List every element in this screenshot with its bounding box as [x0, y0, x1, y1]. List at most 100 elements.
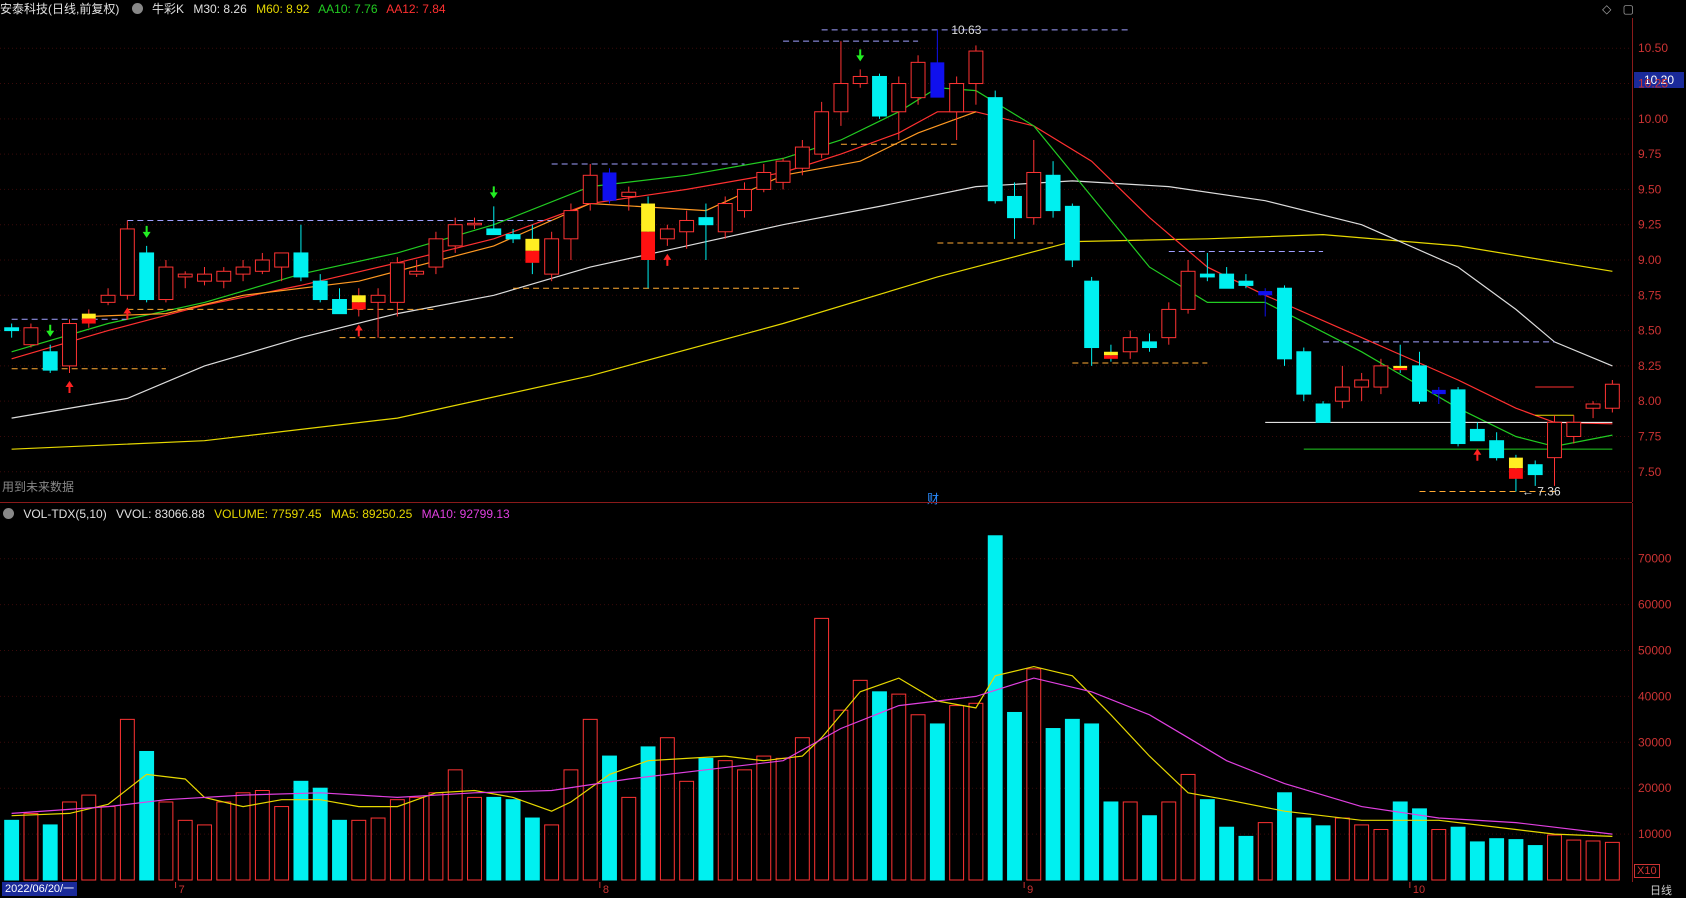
volume-tick-label: 70000	[1638, 552, 1672, 566]
volume-bar	[62, 801, 77, 881]
low-price-annotation: ← 7.36	[1522, 485, 1561, 499]
candle-body-yellow	[351, 295, 366, 303]
candle-body	[1296, 351, 1312, 395]
candle-body	[274, 252, 290, 268]
window-icon[interactable]: ▢	[1622, 2, 1634, 16]
volume-tick-label: 50000	[1638, 644, 1672, 658]
volume-bar	[1161, 801, 1177, 881]
candle-body	[467, 222, 482, 226]
stock-name-label[interactable]: 安泰科技(日线,前复权)	[0, 2, 120, 16]
candle-body	[1604, 383, 1620, 409]
volume-bar	[929, 723, 945, 881]
volume-bar	[891, 693, 907, 881]
candle-body	[1219, 273, 1235, 289]
candle-body	[1450, 389, 1466, 445]
candle-body	[447, 224, 463, 247]
price-panel-header: 安泰科技(日线,前复权) 牛彩K M30: 8.26 M60: 8.92 AA1…	[0, 0, 452, 18]
volume-bar	[968, 702, 984, 881]
orange-ma-line	[88, 111, 977, 318]
volume-tick-label: 10000	[1638, 827, 1672, 841]
price-tick-label: 7.75	[1638, 429, 1662, 443]
volume-bar	[640, 746, 656, 881]
volume-indicator-name[interactable]: VOL-TDX(5,10)	[23, 507, 107, 521]
candle-body	[139, 252, 155, 301]
volume-bar	[524, 817, 540, 881]
candle-body	[1026, 171, 1042, 219]
candle-body	[1469, 428, 1485, 442]
volume-bar	[1277, 792, 1292, 881]
volume-bar	[81, 794, 97, 881]
candle-body	[1489, 440, 1505, 459]
period-label[interactable]: 日线	[1650, 885, 1672, 897]
candle-body	[1142, 341, 1157, 349]
volume-bar	[1315, 825, 1331, 881]
candle-body	[409, 270, 425, 275]
candle-body-yellow	[1393, 365, 1408, 368]
volume-bar	[1142, 815, 1157, 881]
price-axis-border	[1632, 18, 1633, 502]
volume-bar	[987, 535, 1003, 881]
volume-bar	[1199, 799, 1215, 881]
price-tick-label: 7.50	[1638, 465, 1662, 479]
volume-bar	[409, 796, 425, 881]
price-tick-label: 10.00	[1638, 112, 1668, 126]
candle-body-yellow	[525, 238, 540, 251]
volume-ma5-line	[11, 665, 1613, 837]
candle-body	[1354, 379, 1370, 388]
price-tick-label: 9.75	[1638, 147, 1662, 161]
candle-body	[852, 75, 868, 85]
candle-body	[814, 111, 830, 155]
candle-body	[1334, 386, 1350, 402]
candle-body	[1547, 421, 1562, 459]
volume-bar	[582, 718, 598, 881]
volume-bar	[1585, 840, 1601, 881]
volume-bar	[197, 824, 212, 881]
indicator-settings-icon[interactable]	[131, 3, 143, 15]
volume-settings-icon[interactable]	[3, 508, 14, 520]
candle-body-yellow	[1103, 351, 1118, 356]
volume-bar	[505, 799, 521, 881]
candle-body	[1566, 421, 1582, 437]
candle-body	[428, 238, 444, 268]
date-axis: 2022/06/20/一	[0, 882, 1632, 896]
diamond-icon[interactable]: ◇	[1602, 2, 1612, 16]
candle-body	[968, 50, 984, 85]
candle-body	[987, 97, 1003, 202]
volume-bar	[1527, 845, 1543, 881]
volume-panel-header: VOL-TDX(5,10) VVOL: 83066.88 VOLUME: 775…	[0, 505, 516, 523]
price-tick-label: 9.25	[1638, 218, 1662, 232]
volume-bar	[158, 801, 174, 881]
volume-bar	[4, 819, 20, 881]
volume-bar	[139, 750, 155, 881]
candle-body	[910, 61, 926, 99]
price-tick-label: 8.50	[1638, 324, 1662, 338]
volume-bar	[756, 755, 772, 881]
volume-bar	[100, 806, 116, 881]
candle-body	[293, 252, 309, 278]
volume-bar	[312, 787, 328, 881]
candle-body	[1064, 205, 1080, 261]
volume-bar	[910, 714, 926, 881]
volume-bar	[602, 755, 617, 881]
candle-body	[544, 238, 560, 275]
candle-body	[1412, 365, 1427, 402]
candle-body-yellow	[81, 313, 96, 319]
month-label: 9	[1027, 884, 1033, 896]
indicator-name-label[interactable]: 牛彩K	[152, 2, 185, 16]
volume-bar	[1045, 728, 1061, 881]
candle-body	[794, 146, 810, 169]
ma10-value: MA10: 92799.13	[421, 507, 510, 521]
volume-bar	[351, 819, 367, 881]
candle-body	[216, 270, 232, 282]
price-tick-label: 9.00	[1638, 253, 1662, 267]
aa12-line	[11, 111, 1613, 425]
candle-body	[332, 299, 347, 315]
volume-bar	[1469, 841, 1485, 881]
candle-body	[1084, 280, 1100, 349]
volume-bar	[1373, 829, 1389, 881]
buy-arrow-icon	[1473, 448, 1482, 461]
high-price-annotation: 10.63	[951, 23, 981, 37]
candle-body	[1315, 403, 1331, 423]
